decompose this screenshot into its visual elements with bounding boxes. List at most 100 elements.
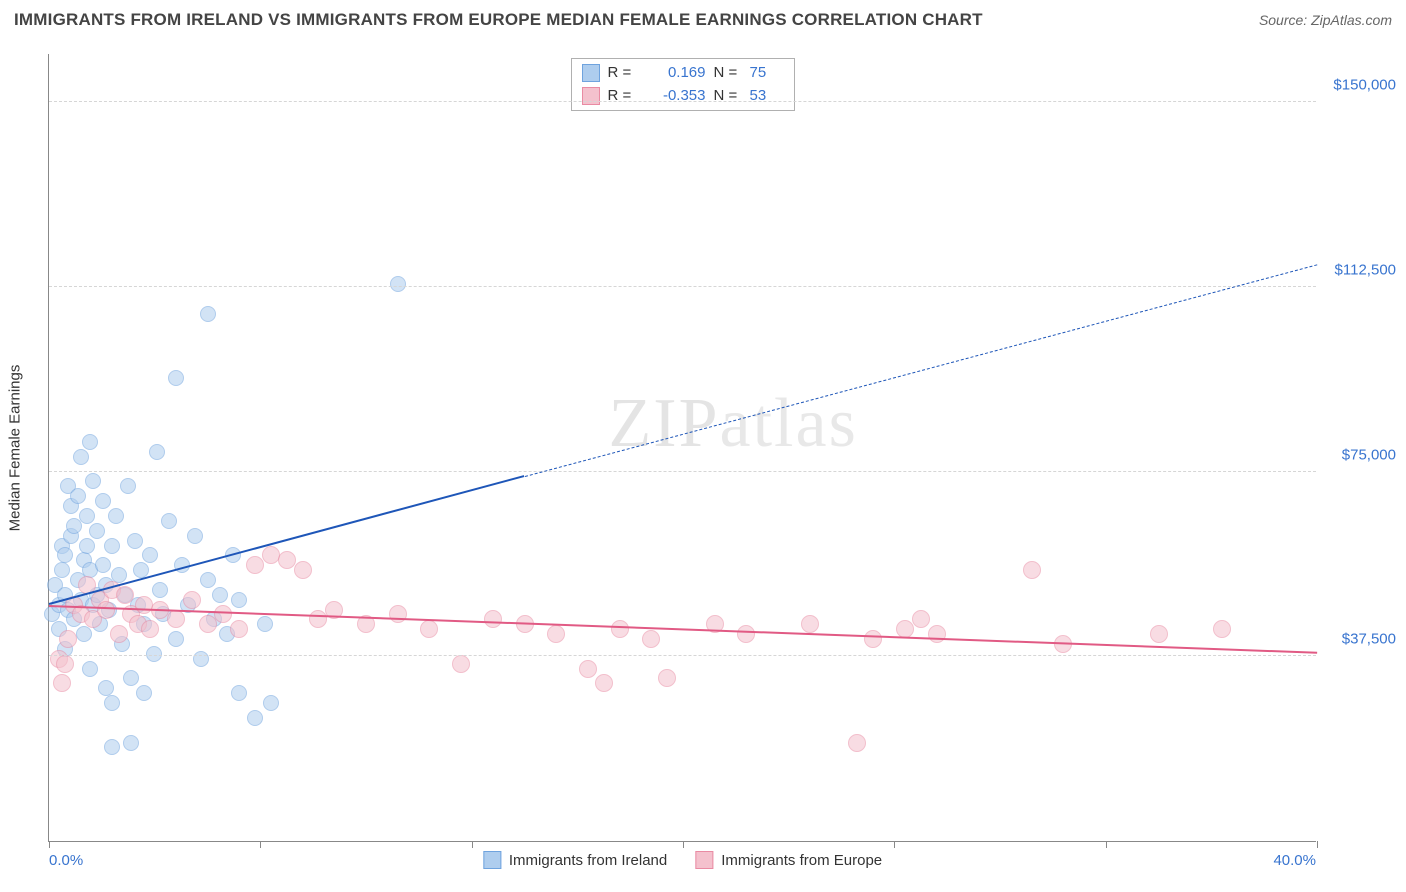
scatter-point <box>161 513 177 529</box>
scatter-point <box>56 655 74 673</box>
scatter-point <box>928 625 946 643</box>
x-tick <box>894 841 895 848</box>
x-tick <box>1106 841 1107 848</box>
scatter-points <box>49 54 1316 841</box>
legend-stat-row: R = 0.169 N = 75 <box>582 62 784 85</box>
scatter-point <box>53 674 71 692</box>
legend-series-label: Immigrants from Europe <box>721 852 882 869</box>
x-tick <box>49 841 50 848</box>
scatter-point <box>168 370 184 386</box>
scatter-point <box>187 528 203 544</box>
chart-source: Source: ZipAtlas.com <box>1259 12 1392 28</box>
scatter-point <box>642 630 660 648</box>
scatter-point <box>54 562 70 578</box>
scatter-point <box>257 616 273 632</box>
x-tick <box>472 841 473 848</box>
scatter-point <box>110 625 128 643</box>
scatter-point <box>294 561 312 579</box>
scatter-point <box>136 685 152 701</box>
scatter-point <box>263 695 279 711</box>
scatter-point <box>611 620 629 638</box>
scatter-point <box>452 655 470 673</box>
scatter-point <box>70 488 86 504</box>
scatter-point <box>168 631 184 647</box>
legend-stat-row: R =-0.353N =53 <box>582 85 784 108</box>
gridline-h <box>49 101 1316 102</box>
scatter-point <box>76 626 92 642</box>
scatter-point <box>85 473 101 489</box>
legend-series-item: Immigrants from Ireland <box>483 851 667 869</box>
scatter-point <box>149 444 165 460</box>
scatter-point <box>389 605 407 623</box>
legend-n-label: N = <box>714 62 742 85</box>
scatter-point <box>484 610 502 628</box>
scatter-point <box>658 669 676 687</box>
scatter-point <box>231 592 247 608</box>
chart-header: IMMIGRANTS FROM IRELAND VS IMMIGRANTS FR… <box>0 0 1406 34</box>
scatter-point <box>57 547 73 563</box>
scatter-point <box>120 478 136 494</box>
scatter-point <box>104 695 120 711</box>
scatter-point <box>801 615 819 633</box>
scatter-point <box>212 587 228 603</box>
legend-series-label: Immigrants from Ireland <box>509 852 667 869</box>
scatter-point <box>142 547 158 563</box>
y-tick-label: $112,500 <box>1335 261 1396 278</box>
scatter-point <box>95 557 111 573</box>
scatter-point <box>193 651 209 667</box>
legend-swatch <box>582 64 600 82</box>
legend-swatch <box>483 851 501 869</box>
scatter-point <box>246 556 264 574</box>
scatter-point <box>89 523 105 539</box>
scatter-point <box>73 449 89 465</box>
legend-n-value: 75 <box>750 62 784 85</box>
scatter-point <box>116 586 134 604</box>
scatter-point <box>247 710 263 726</box>
scatter-point <box>123 670 139 686</box>
legend-r-value: -0.353 <box>644 85 706 108</box>
gridline-h <box>49 655 1316 656</box>
legend-series: Immigrants from Ireland Immigrants from E… <box>483 851 882 869</box>
x-tick <box>1317 841 1318 848</box>
legend-n-value: 53 <box>750 85 784 108</box>
scatter-point <box>104 739 120 755</box>
scatter-point <box>123 735 139 751</box>
scatter-point <box>547 625 565 643</box>
scatter-point <box>390 276 406 292</box>
scatter-point <box>1150 625 1168 643</box>
scatter-point <box>309 610 327 628</box>
scatter-point <box>141 620 159 638</box>
y-tick-label: $150,000 <box>1333 77 1396 94</box>
scatter-point <box>82 434 98 450</box>
scatter-point <box>152 582 168 598</box>
legend-r-label: R = <box>608 85 636 108</box>
scatter-point <box>214 605 232 623</box>
gridline-h <box>49 471 1316 472</box>
scatter-point <box>848 734 866 752</box>
chart-title: IMMIGRANTS FROM IRELAND VS IMMIGRANTS FR… <box>14 10 983 30</box>
legend-r-value: 0.169 <box>644 62 706 85</box>
scatter-point <box>183 591 201 609</box>
y-tick-label: $75,000 <box>1342 446 1396 463</box>
legend-series-item: Immigrants from Europe <box>695 851 882 869</box>
legend-r-label: R = <box>608 62 636 85</box>
correlation-chart: Median Female Earnings ZIPatlas R =0.169… <box>48 54 1316 842</box>
y-axis-title: Median Female Earnings <box>7 364 24 531</box>
x-tick <box>683 841 684 848</box>
legend-correlation-stats: R = 0.169 N = 75R = -0.353 N = 53 <box>571 58 795 111</box>
scatter-point <box>127 533 143 549</box>
x-axis-max-label: 40.0% <box>1273 852 1316 869</box>
scatter-point <box>97 601 115 619</box>
scatter-point <box>95 493 111 509</box>
scatter-point <box>595 674 613 692</box>
scatter-point <box>420 620 438 638</box>
scatter-point <box>98 680 114 696</box>
scatter-point <box>146 646 162 662</box>
x-axis-min-label: 0.0% <box>49 852 83 869</box>
scatter-point <box>1213 620 1231 638</box>
scatter-point <box>864 630 882 648</box>
legend-swatch <box>695 851 713 869</box>
scatter-point <box>108 508 124 524</box>
scatter-point <box>167 610 185 628</box>
scatter-point <box>59 630 77 648</box>
